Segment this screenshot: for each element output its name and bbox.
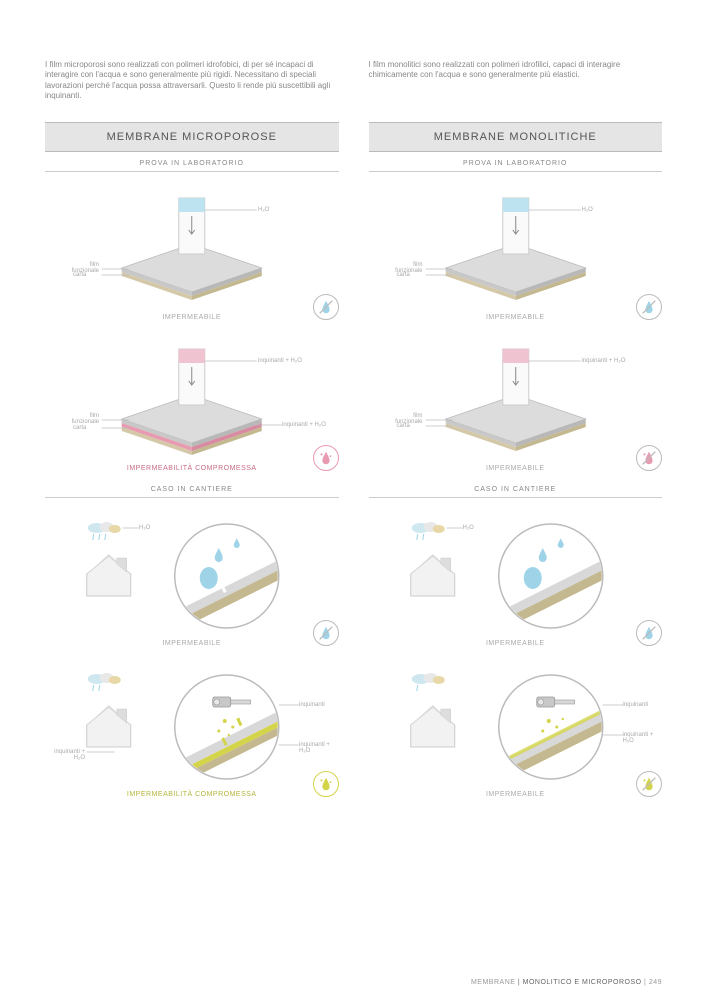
badge-yellow-bad-icon (313, 771, 339, 797)
intro-right: I film monolitici sono realizzati con po… (369, 60, 663, 102)
label-carta: carta (73, 272, 86, 279)
page: I film microporosi sono realizzati con p… (0, 0, 707, 1000)
label-inq-h2o: inquinanti + H₂O (299, 742, 339, 755)
intro-row: I film microporosi sono realizzati con p… (45, 60, 662, 102)
site-poll-svg-r (369, 657, 663, 785)
label-inq: inquinanti (623, 702, 649, 709)
diagram-lab-pink-left: inquinanti + H₂O film funzionale carta i… (45, 331, 339, 459)
result-site-water-right: IMPERMEABILE (369, 640, 663, 647)
result-text: IMPERMEABILE (486, 465, 545, 472)
badge-pink-ok-icon (636, 445, 662, 471)
site-poll-svg (45, 657, 339, 785)
result-lab-pink-left: IMPERMEABILITÀ COMPROMESSA (45, 465, 339, 472)
result-text: IMPERMEABILE (486, 791, 545, 798)
badge-water-ok-icon (313, 294, 339, 320)
lab-water-svg (45, 180, 339, 308)
result-text: IMPERMEABILE (486, 640, 545, 647)
col-microporose: MEMBRANE MICROPOROSE PROVA IN LABORATORI… (45, 122, 339, 808)
badge-yellow-ok-icon (636, 771, 662, 797)
diagram-lab-pink-right: inquinanti + H₂O film funzionale carta (369, 331, 663, 459)
label-carta: carta (397, 272, 410, 279)
result-site-poll-left: IMPERMEABILITÀ COMPROMESSA (45, 791, 339, 798)
subheader-site-left: CASO IN CANTIERE (45, 482, 339, 498)
diagram-site-poll-left: inquinanti inquinanti + H₂O inquinanti +… (45, 657, 339, 785)
result-text: IMPERMEABILE (486, 314, 545, 321)
result-site-water-left: IMPERMEABILE (45, 640, 339, 647)
label-h2o: H₂O (258, 207, 269, 214)
result-lab-pink-right: IMPERMEABILE (369, 465, 663, 472)
result-text: IMPERMEABILE (162, 314, 221, 321)
header-right: MEMBRANE MONOLITICHE (369, 122, 663, 152)
badge-water-ok-icon (636, 294, 662, 320)
badge-pink-bad-icon (313, 445, 339, 471)
intro-left: I film microporosi sono realizzati con p… (45, 60, 339, 102)
footer: MEMBRANE | MONOLITICO E MICROPOROSO | 24… (471, 979, 662, 986)
label-carta: carta (397, 423, 410, 430)
label-h2o: H₂O (139, 525, 150, 532)
site-water-svg (45, 506, 339, 634)
label-inq-h2o-2: inquinanti + H₂O (282, 422, 326, 429)
columns: MEMBRANE MICROPOROSE PROVA IN LABORATORI… (45, 122, 662, 808)
diagram-site-poll-right: inquinanti inquinanti + H₂O (369, 657, 663, 785)
subheader-lab-right: PROVA IN LABORATORIO (369, 156, 663, 172)
lab-pink-svg (45, 331, 339, 459)
footer-subsection: MONOLITICO E MICROPOROSO (523, 979, 642, 986)
subheader-site-right: CASO IN CANTIERE (369, 482, 663, 498)
diagram-site-water-left: H₂O (45, 506, 339, 634)
label-inq-h2o: inquinanti + H₂O (258, 358, 302, 365)
lab-pink-svg-r (369, 331, 663, 459)
badge-water-ok-icon (313, 620, 339, 646)
site-water-svg-r (369, 506, 663, 634)
badge-water-ok-icon (636, 620, 662, 646)
label-inq-h2o: inquinanti + H₂O (582, 358, 626, 365)
label-h2o: H₂O (582, 207, 593, 214)
result-text: IMPERMEABILITÀ COMPROMESSA (127, 465, 257, 472)
diagram-lab-water-right: H₂O film funzionale carta (369, 180, 663, 308)
footer-page: 249 (649, 979, 662, 986)
footer-section: MEMBRANE (471, 979, 515, 986)
diagram-site-water-right: H₂O (369, 506, 663, 634)
diagram-lab-water-left: H₂O film funzionale carta (45, 180, 339, 308)
result-text: IMPERMEABILITÀ COMPROMESSA (127, 791, 257, 798)
label-h2o: H₂O (463, 525, 474, 532)
result-lab-water-left: IMPERMEABILE (45, 314, 339, 321)
label-inq-h2o: inquinanti + H₂O (623, 732, 663, 745)
label-carta: carta (73, 425, 86, 432)
label-inq: inquinanti (299, 702, 325, 709)
result-lab-water-right: IMPERMEABILE (369, 314, 663, 321)
result-text: IMPERMEABILE (162, 640, 221, 647)
lab-water-svg-r (369, 180, 663, 308)
result-site-poll-right: IMPERMEABILE (369, 791, 663, 798)
subheader-lab-left: PROVA IN LABORATORIO (45, 156, 339, 172)
header-left: MEMBRANE MICROPOROSE (45, 122, 339, 152)
label-inq-h2o-2: inquinanti + H₂O (45, 749, 85, 762)
col-monolitiche: MEMBRANE MONOLITICHE PROVA IN LABORATORI… (369, 122, 663, 808)
